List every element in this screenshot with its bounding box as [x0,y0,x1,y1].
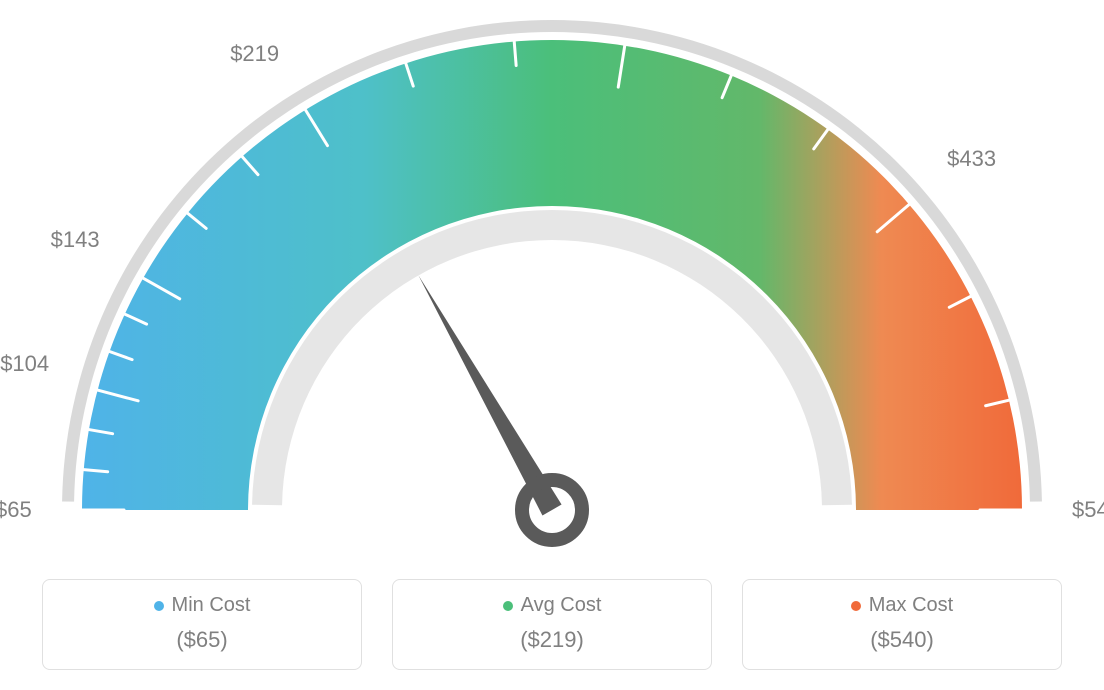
legend-value-min: ($65) [53,627,351,653]
gauge-tick-label: $104 [0,351,49,377]
gauge-svg [0,0,1104,560]
legend-value-max: ($540) [753,627,1051,653]
gauge-tick-label: $540 [1072,497,1104,523]
legend-card-min: Min Cost ($65) [42,579,362,670]
gauge-tick-label: $65 [0,497,32,523]
legend-card-avg: Avg Cost ($219) [392,579,712,670]
legend-title-avg: Avg Cost [403,594,701,617]
gauge-chart: $65$104$143$219$326$433$540 [0,0,1104,550]
gauge-tick-label: $219 [230,41,279,67]
legend-dot-avg [503,601,513,611]
legend-dot-max [851,601,861,611]
legend-value-avg: ($219) [403,627,701,653]
legend-label-max: Max Cost [869,594,953,617]
legend-dot-min [154,601,164,611]
legend-label-avg: Avg Cost [521,594,602,617]
gauge-tick-label: $143 [51,227,100,253]
legend-label-min: Min Cost [172,594,251,617]
gauge-tick-label: $433 [947,146,996,172]
legend-title-max: Max Cost [753,594,1051,617]
legend-title-min: Min Cost [53,594,351,617]
legend-card-max: Max Cost ($540) [742,579,1062,670]
legend-row: Min Cost ($65) Avg Cost ($219) Max Cost … [0,579,1104,670]
